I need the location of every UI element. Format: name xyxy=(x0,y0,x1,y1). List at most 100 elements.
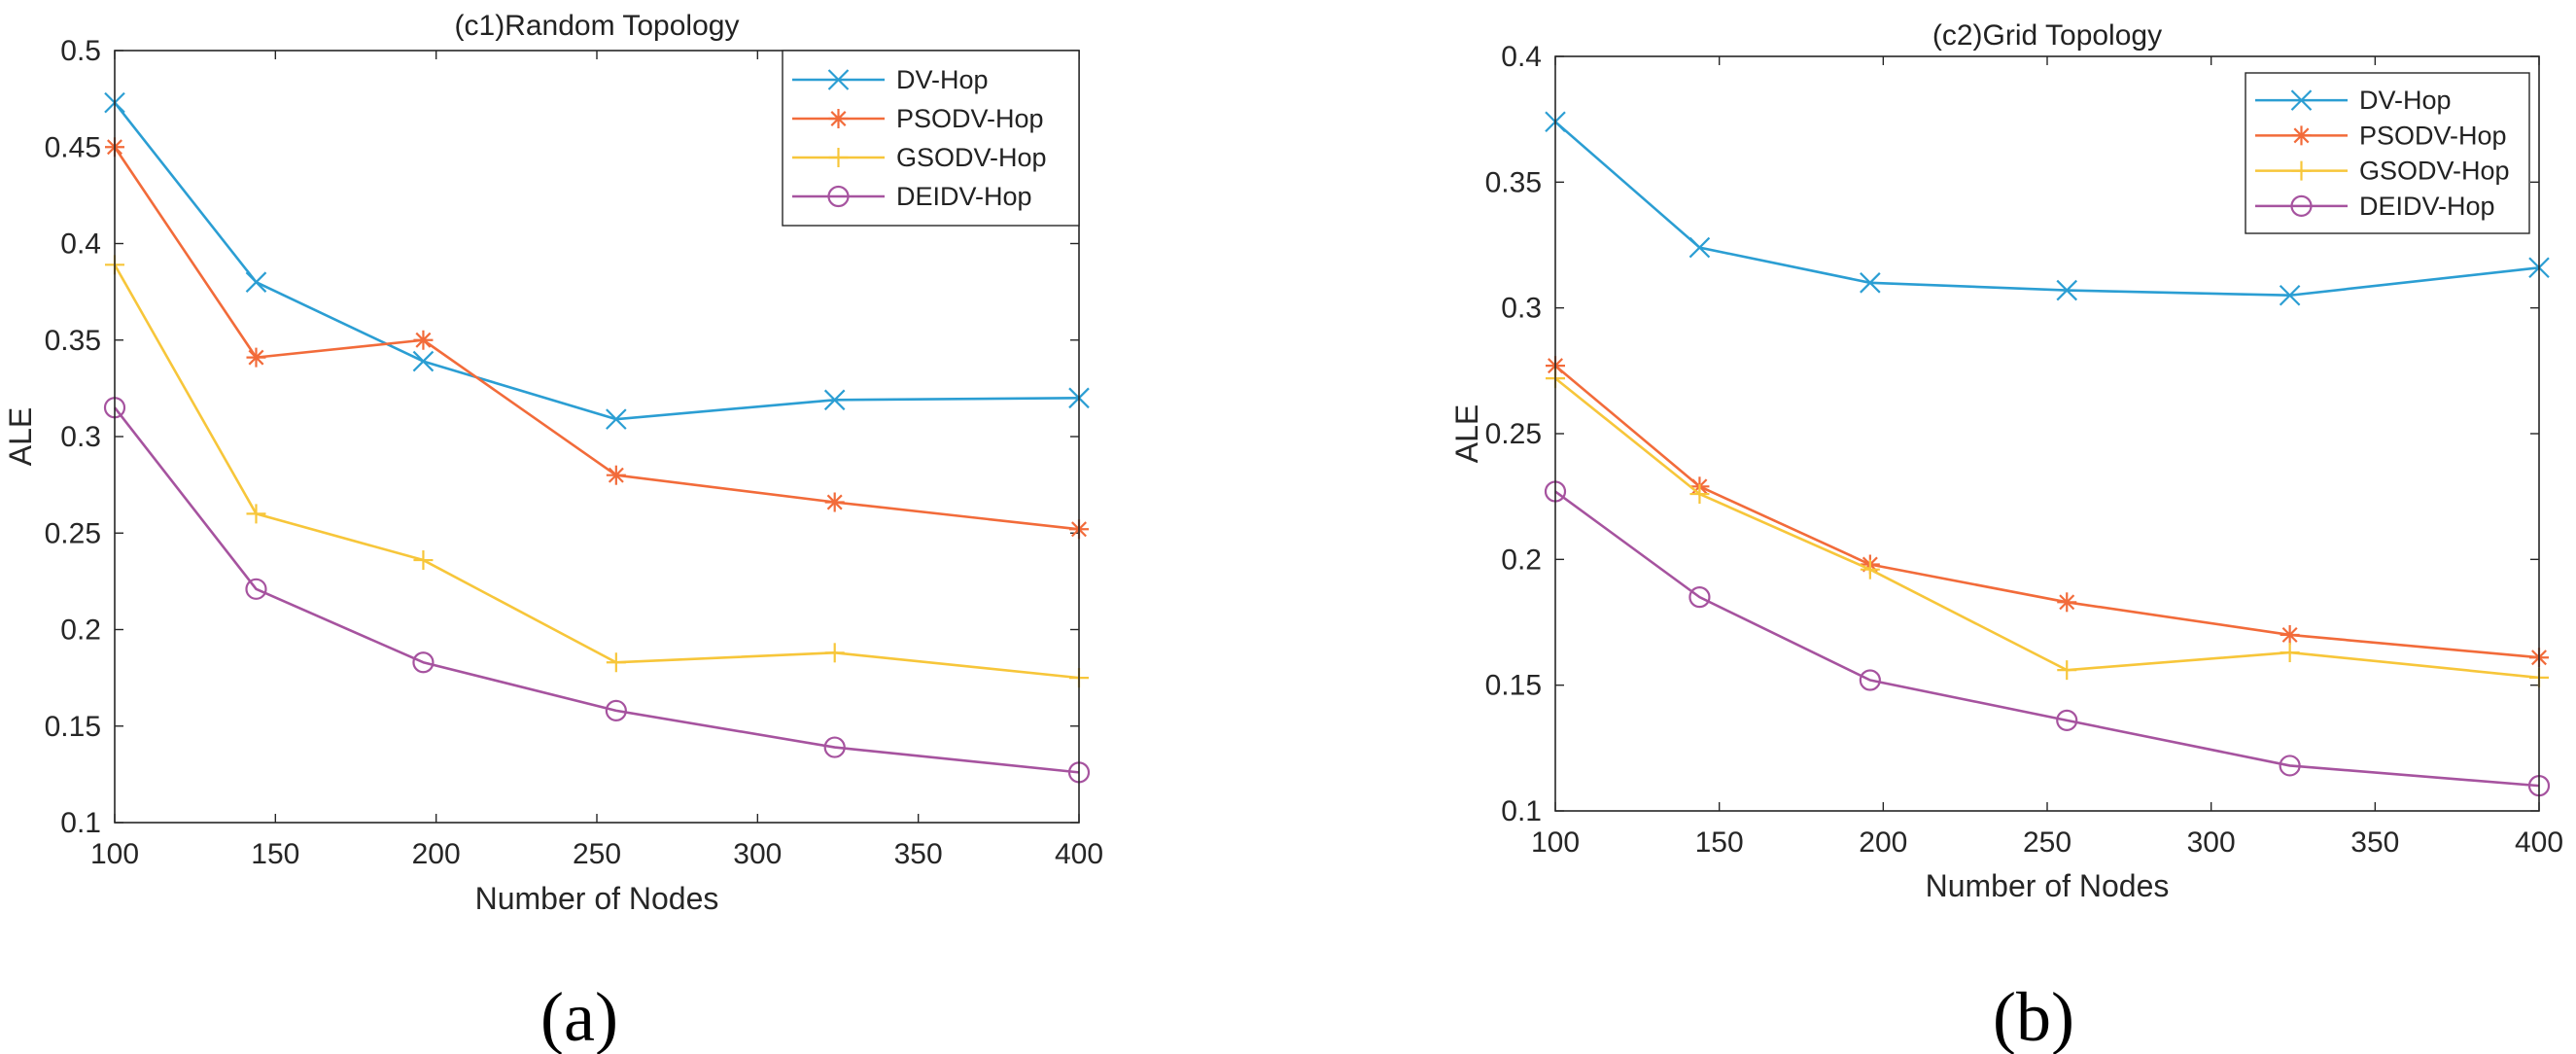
x-tick-label: 200 xyxy=(412,838,461,870)
y-tick-label: 0.4 xyxy=(1501,41,1542,73)
legend-marker xyxy=(2291,160,2312,181)
series-deidv-hop xyxy=(1544,480,2551,797)
y-tick-label: 0.1 xyxy=(1501,795,1542,827)
y-tick-label: 0.4 xyxy=(60,228,101,261)
legend-label: PSODV-Hop xyxy=(896,104,1044,133)
series-gsodv-hop xyxy=(1546,369,2549,687)
data-point xyxy=(823,389,846,411)
series-line xyxy=(1554,377,2540,680)
figure-caption: (a) xyxy=(540,978,618,1054)
data-point xyxy=(245,271,267,293)
data-point xyxy=(2057,592,2077,613)
legend-label: DEIDV-Hop xyxy=(2359,192,2495,221)
legend-marker xyxy=(828,109,849,128)
data-point xyxy=(1689,484,1710,505)
legend-marker xyxy=(2290,194,2313,217)
x-tick-label: 400 xyxy=(2515,826,2563,859)
data-point xyxy=(605,699,627,721)
x-tick-label: 400 xyxy=(1055,838,1103,870)
series-psodv-hop xyxy=(105,137,1089,540)
series-psodv-hop xyxy=(1546,356,2549,668)
x-tick-label: 250 xyxy=(573,838,621,870)
x-axis-label: Number of Nodes xyxy=(1926,868,2170,903)
x-tick-label: 100 xyxy=(90,838,139,870)
data-point xyxy=(1860,559,1880,580)
y-tick-label: 0.15 xyxy=(1485,670,1542,702)
data-point xyxy=(1860,272,1881,294)
series-dv-hop xyxy=(1545,111,2550,306)
y-tick-label: 0.3 xyxy=(60,421,101,453)
series-layer xyxy=(1544,111,2551,797)
tick-label-layer: 100 150 200 250 300 350 400 0.1 0.15 0.2 0.25 0.3 0.… xyxy=(1485,41,2563,859)
chart-grid-topology: (c2)Grid Topology 100 150 200 250 300 350 400 0… xyxy=(1449,19,2563,1054)
data-point xyxy=(824,643,845,663)
data-point xyxy=(1688,236,1711,259)
data-point xyxy=(823,736,846,758)
series-gsodv-hop xyxy=(105,255,1089,688)
y-tick-label: 0.3 xyxy=(1501,293,1542,325)
legend: DV-Hop PSODV-Hop GSODV-Hop DEIDV-Hop xyxy=(2245,72,2530,234)
legend-label: DV-Hop xyxy=(2359,86,2452,115)
legend-label: DV-Hop xyxy=(896,65,989,94)
legend-label: GSODV-Hop xyxy=(2359,157,2510,186)
legend: DV-Hop PSODV-Hop GSODV-Hop DEIDV-Hop xyxy=(782,50,1080,227)
data-point xyxy=(413,550,434,571)
x-tick-label: 150 xyxy=(1695,826,1744,859)
chart-title: (c2)Grid Topology xyxy=(1932,19,2162,52)
legend-label: PSODV-Hop xyxy=(2359,121,2507,150)
x-tick-label: 350 xyxy=(894,838,943,870)
data-point xyxy=(246,504,266,524)
legend-entries: DV-Hop PSODV-Hop GSODV-Hop DEIDV-Hop xyxy=(2255,86,2510,221)
data-point xyxy=(1859,669,1881,691)
plot-frame xyxy=(114,50,1080,824)
x-tick-label: 100 xyxy=(1531,826,1580,859)
y-tick-label: 0.15 xyxy=(45,711,101,743)
legend-entry: PSODV-Hop xyxy=(792,104,1044,133)
data-point xyxy=(412,651,435,674)
legend-entry: DEIDV-Hop xyxy=(792,182,1032,211)
series-line xyxy=(113,101,1080,421)
y-axis-label: ALE xyxy=(1449,404,1484,463)
x-axis-label: Number of Nodes xyxy=(475,881,719,916)
x-tick-label: 150 xyxy=(251,838,299,870)
data-point xyxy=(2279,755,2301,777)
figure-caption: (b) xyxy=(1993,978,2074,1054)
y-tick-label: 0.2 xyxy=(60,615,101,647)
series-line xyxy=(1554,121,2540,298)
data-point xyxy=(1688,586,1711,609)
series-deidv-hop xyxy=(103,397,1091,784)
legend-marker xyxy=(2291,125,2312,146)
y-tick-label: 0.2 xyxy=(1501,544,1542,576)
series-line xyxy=(1554,365,2540,659)
x-tick-label: 350 xyxy=(2350,826,2399,859)
data-point xyxy=(606,465,626,485)
x-tick-label: 250 xyxy=(2023,826,2071,859)
series-line xyxy=(113,146,1080,531)
legend-marker xyxy=(828,148,849,167)
y-tick-label: 0.45 xyxy=(45,131,101,163)
data-point xyxy=(606,408,627,430)
y-tick-label: 0.25 xyxy=(1485,418,1542,450)
x-tick-label: 300 xyxy=(2187,826,2236,859)
y-tick-label: 0.35 xyxy=(45,325,101,357)
legend-entry: DV-Hop xyxy=(792,65,989,94)
legend-label: DEIDV-Hop xyxy=(896,182,1032,211)
legend-marker xyxy=(827,69,850,90)
legend-label: GSODV-Hop xyxy=(896,143,1047,172)
tick-label-layer: 100 150 200 250 300 350 400 0.1 0.15 0.2 0.25 0.3 0.… xyxy=(45,35,1103,870)
data-point xyxy=(2280,624,2300,645)
legend-entry: DV-Hop xyxy=(2255,86,2452,115)
plot-frame xyxy=(1554,55,2540,812)
chart-title: (c1)Random Topology xyxy=(455,10,740,42)
legend-entry: DEIDV-Hop xyxy=(2255,192,2495,221)
y-axis-label: ALE xyxy=(3,407,38,466)
y-tick-label: 0.25 xyxy=(45,517,101,549)
series-line xyxy=(1554,490,2540,788)
y-tick-label: 0.35 xyxy=(1485,166,1542,198)
legend-entries: DV-Hop PSODV-Hop GSODV-Hop DEIDV-Hop xyxy=(792,65,1047,211)
legend-marker xyxy=(2290,89,2313,111)
legend-marker xyxy=(827,185,850,208)
data-point xyxy=(824,492,845,512)
data-point xyxy=(412,350,435,372)
